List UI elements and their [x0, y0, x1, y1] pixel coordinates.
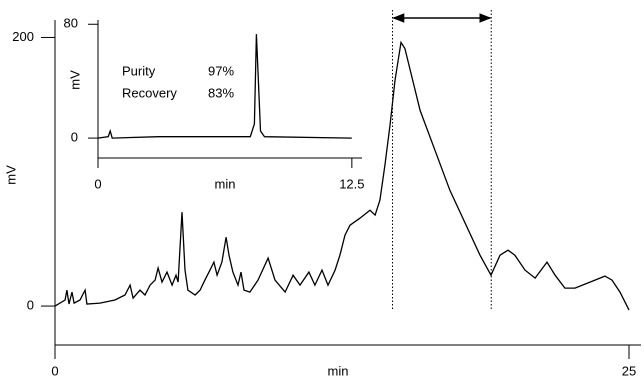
- inset-chart: 0 80 0 12.5 min mV Purity 97% Recovery 83%: [60, 14, 370, 196]
- main-chart: 0 200 0 25 min mV: [3, 10, 641, 378]
- x-tick-label: 12.5: [339, 176, 364, 191]
- trace: [54, 40, 630, 311]
- y-tick-label: 0: [27, 297, 34, 312]
- annotation-value: 83%: [208, 85, 234, 100]
- y-axis-label: mV: [3, 165, 18, 185]
- x-tick-label: 25: [622, 363, 636, 378]
- annotation-label: Purity: [122, 63, 156, 78]
- y-tick-label: 0: [71, 130, 78, 145]
- y-tick-label: 200: [12, 29, 34, 44]
- y-axis-label: mV: [67, 70, 82, 90]
- x-axis-label: min: [215, 176, 236, 191]
- annotation-value: 97%: [208, 63, 234, 78]
- y-tick-label: 80: [64, 16, 78, 31]
- x-axis-label: min: [328, 363, 349, 378]
- annotation-label: Recovery: [122, 85, 177, 100]
- x-tick-label: 0: [94, 176, 101, 191]
- inset-background: [60, 14, 370, 196]
- trace: [97, 34, 352, 139]
- x-tick-label: 0: [51, 363, 58, 378]
